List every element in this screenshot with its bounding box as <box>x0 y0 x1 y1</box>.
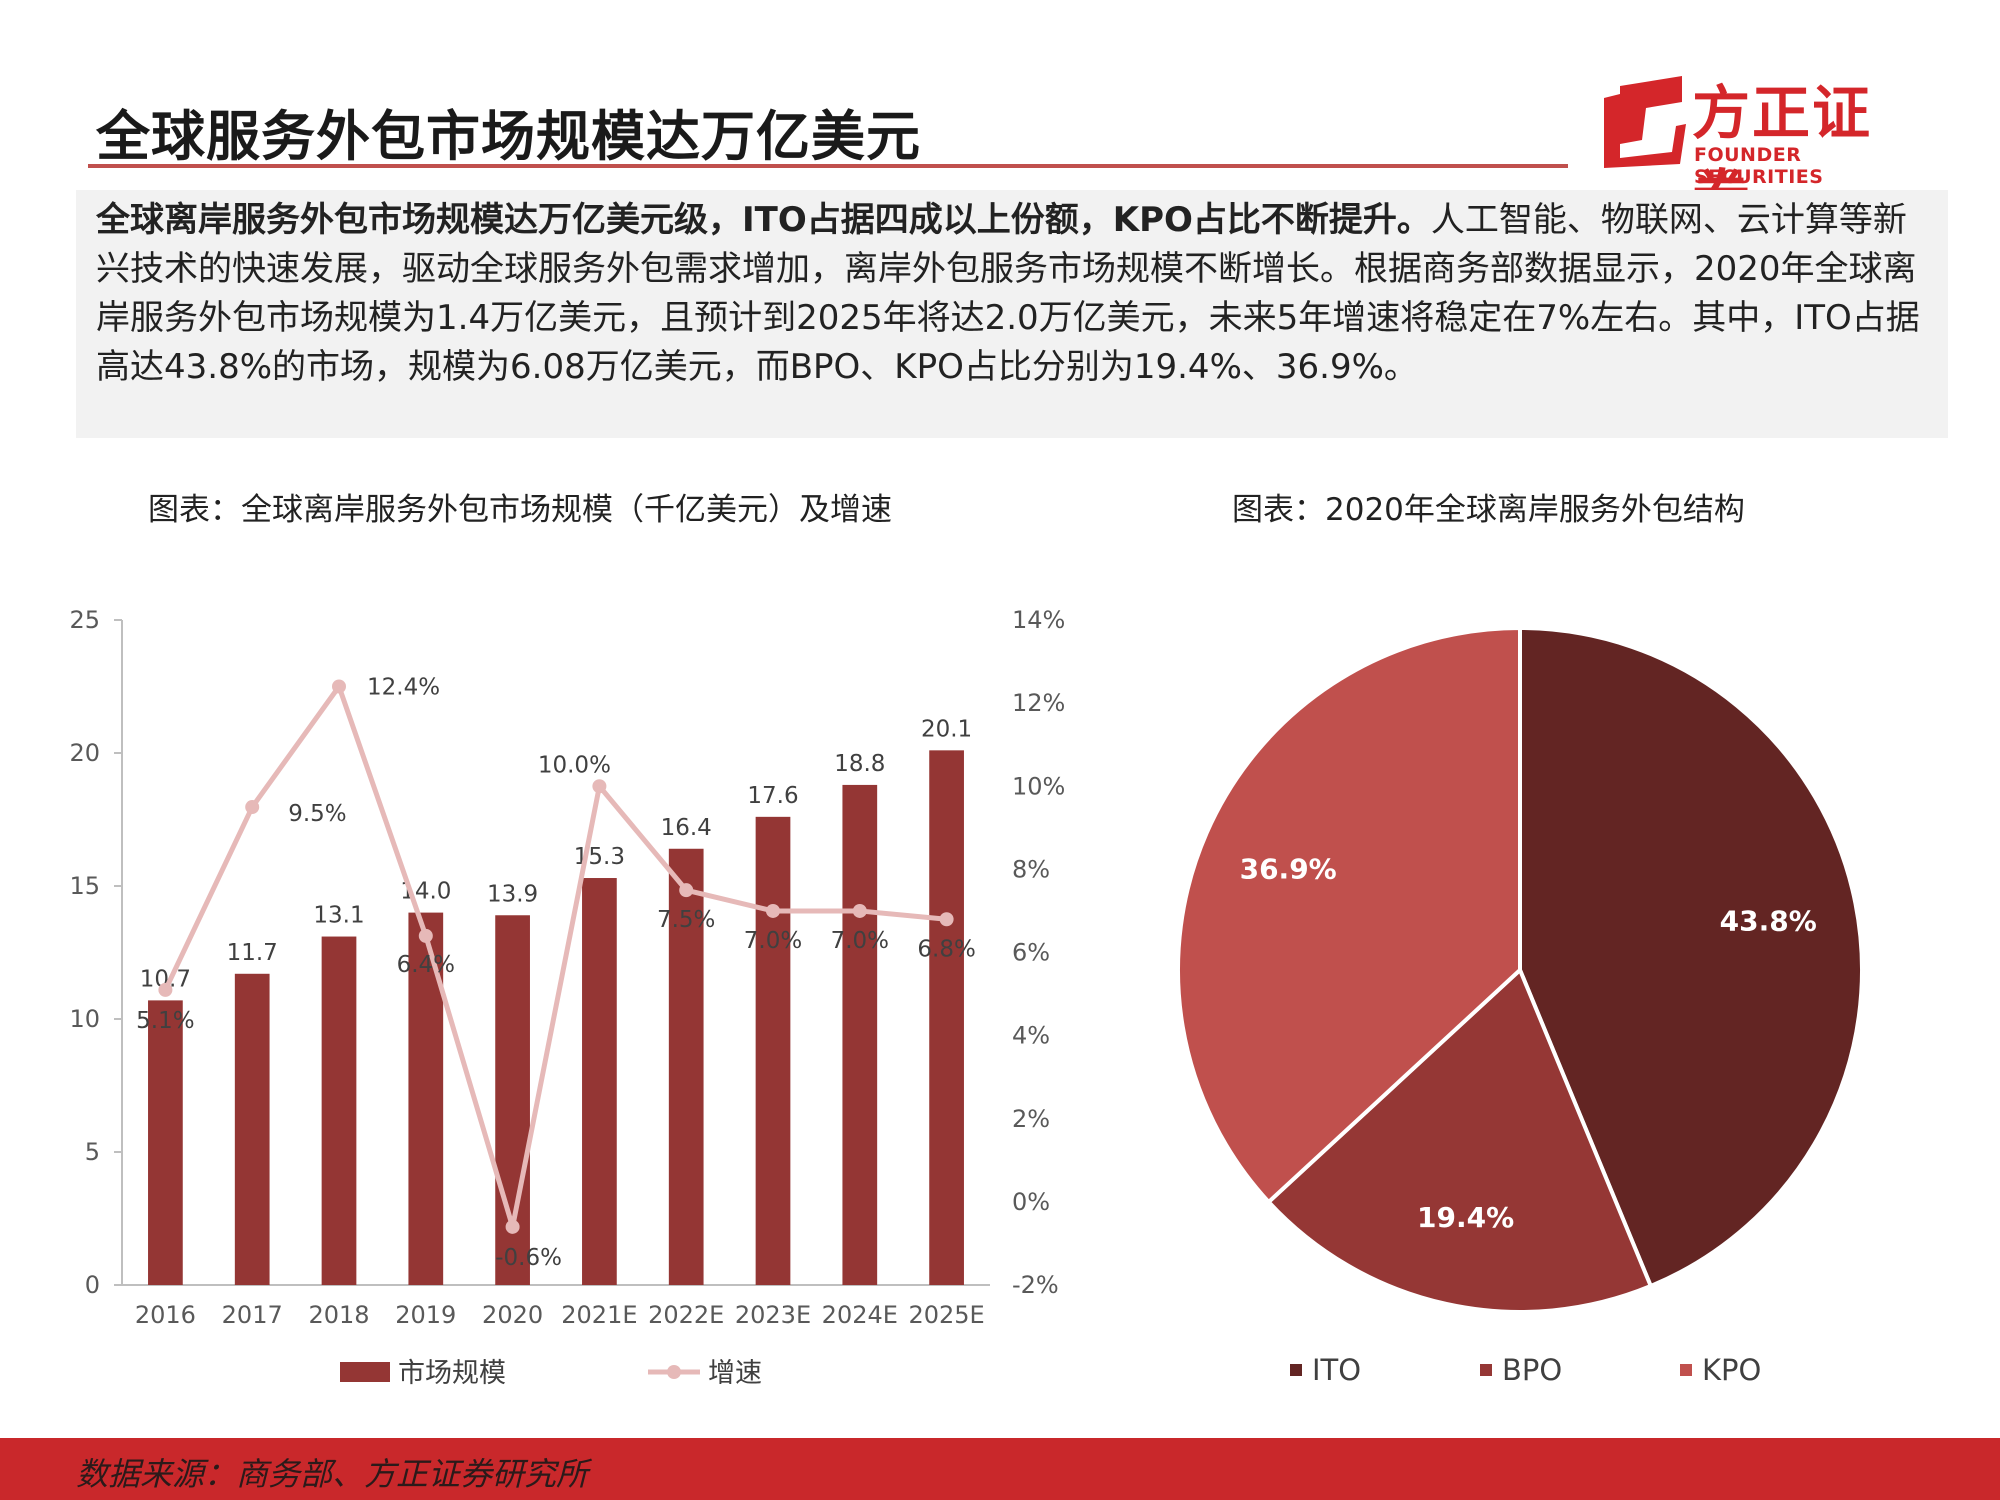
pie-chart: 43.8% 19.4% 36.9% ITO BPO KPO <box>1176 625 1864 1387</box>
founder-securities-logo: 方正证券 FOUNDER SECURITIES <box>1598 72 1928 231</box>
y-tick-label: 25 <box>69 606 100 634</box>
bar-line-chart: 0510152025-2%0%2%4%6%8%10%12%14%10.711.7… <box>69 606 1065 1389</box>
legend-swatch-bpo <box>1480 1364 1492 1376</box>
pie-chart-title: 图表：2020年全球离岸服务外包结构 <box>1232 492 1745 528</box>
x-tick-label: 2024E <box>822 1301 898 1329</box>
legend-label-kpo: KPO <box>1702 1353 1761 1387</box>
pie-value-label: 36.9% <box>1240 852 1337 885</box>
bar <box>321 936 357 1285</box>
bar <box>582 878 617 1285</box>
bar <box>668 848 704 1285</box>
growth-value-label: 6.8% <box>917 936 975 962</box>
growth-point <box>158 982 173 997</box>
pie-value-label: 19.4% <box>1417 1201 1514 1234</box>
growth-value-label: 9.5% <box>288 801 346 827</box>
bar <box>842 784 878 1285</box>
legend-swatch-ito <box>1290 1364 1302 1376</box>
growth-point <box>766 903 780 918</box>
x-tick-label: 2023E <box>735 1301 811 1329</box>
x-tick-label: 2016 <box>135 1301 196 1329</box>
growth-point <box>852 903 867 918</box>
summary-text: 人工智能、物联网、云计算等新兴技术的快速发展，驱动全球服务外包需求增加，离岸外包… <box>96 200 1920 387</box>
y2-tick-label: 12% <box>1012 689 1065 717</box>
growth-point <box>332 679 346 694</box>
y2-tick-label: 0% <box>1012 1188 1050 1216</box>
bar-value-label: 18.8 <box>834 751 885 777</box>
growth-value-label: 7.0% <box>831 928 889 954</box>
growth-line <box>163 684 947 1230</box>
y2-tick-label: 8% <box>1012 855 1050 883</box>
x-tick-label: 2025E <box>908 1301 984 1329</box>
pie-slice-bpo <box>1265 966 1654 1314</box>
x-tick-label: 2019 <box>395 1301 456 1329</box>
y-tick-label: 20 <box>69 739 100 767</box>
growth-value-label: 12.4% <box>367 675 440 701</box>
bar-chart-title: 图表：全球离岸服务外包市场规模（千亿美元）及增速 <box>148 492 892 528</box>
y2-tick-label: 6% <box>1012 939 1050 967</box>
bar-value-label: 11.7 <box>227 940 278 966</box>
y-tick-label: 5 <box>85 1138 100 1166</box>
legend-swatch-line-marker <box>667 1365 681 1379</box>
y2-tick-label: 14% <box>1012 606 1065 634</box>
bar-value-label: 20.1 <box>921 716 972 742</box>
growth-point <box>418 928 433 943</box>
page-title: 全球服务外包市场规模达万亿美元 <box>96 105 921 168</box>
legend-swatch-kpo <box>1680 1364 1692 1376</box>
pie-slice-ito <box>1518 625 1864 1289</box>
y2-tick-label: 2% <box>1012 1105 1050 1133</box>
growth-value-label: 7.5% <box>657 907 715 933</box>
logo-mark-icon <box>1604 76 1686 168</box>
pie-value-label: 43.8% <box>1720 905 1817 938</box>
summary-highlight: 全球离岸服务外包市场规模达万亿美元级，ITO占据四成以上份额，KPO占比不断提升… <box>96 200 1431 240</box>
legend-swatch-bar <box>340 1362 390 1382</box>
legend-label-line: 增速 <box>708 1358 762 1389</box>
legend-label-bar: 市场规模 <box>398 1358 506 1389</box>
title-divider <box>88 164 1568 168</box>
growth-point <box>245 800 260 815</box>
y2-tick-label: 4% <box>1012 1022 1050 1050</box>
y-tick-label: 15 <box>69 872 100 900</box>
footer-bar: 数据来源：商务部、方正证券研究所 <box>0 1438 2000 1500</box>
y-tick-label: 10 <box>69 1005 100 1033</box>
growth-value-label: 5.1% <box>136 1008 194 1034</box>
bar <box>148 1000 183 1285</box>
pie-slice-kpo <box>1176 625 1522 1205</box>
x-tick-label: 2018 <box>308 1301 369 1329</box>
growth-point <box>939 912 954 927</box>
bar-value-label: 16.4 <box>661 815 712 841</box>
x-tick-label: 2022E <box>648 1301 724 1329</box>
y2-tick-label: -2% <box>1012 1271 1059 1299</box>
bar-value-label: 17.6 <box>747 783 798 809</box>
source-note: 数据来源：商务部、方正证券研究所 <box>76 1455 589 1493</box>
growth-value-label: -0.6% <box>495 1245 562 1271</box>
bar <box>929 750 964 1285</box>
x-tick-label: 2020 <box>482 1301 543 1329</box>
growth-point <box>679 883 694 898</box>
summary-box: 全球离岸服务外包市场规模达万亿美元级，ITO占据四成以上份额，KPO占比不断提升… <box>76 190 1948 438</box>
growth-point <box>592 779 607 794</box>
x-tick-label: 2017 <box>222 1301 283 1329</box>
y-tick-label: 0 <box>85 1271 100 1299</box>
growth-value-label: 7.0% <box>744 928 802 954</box>
legend-label-bpo: BPO <box>1502 1353 1562 1387</box>
bar <box>755 816 791 1285</box>
growth-value-label: 6.4% <box>397 952 455 978</box>
legend-label-ito: ITO <box>1312 1353 1361 1387</box>
x-tick-label: 2021E <box>561 1301 637 1329</box>
bar-value-label: 13.9 <box>487 881 538 907</box>
logo-text-en: FOUNDER SECURITIES <box>1694 144 1824 188</box>
growth-point <box>505 1219 520 1234</box>
bar-value-label: 13.1 <box>313 903 364 929</box>
growth-value-label: 10.0% <box>538 752 611 778</box>
y2-tick-label: 10% <box>1012 772 1065 800</box>
bar <box>234 973 270 1285</box>
